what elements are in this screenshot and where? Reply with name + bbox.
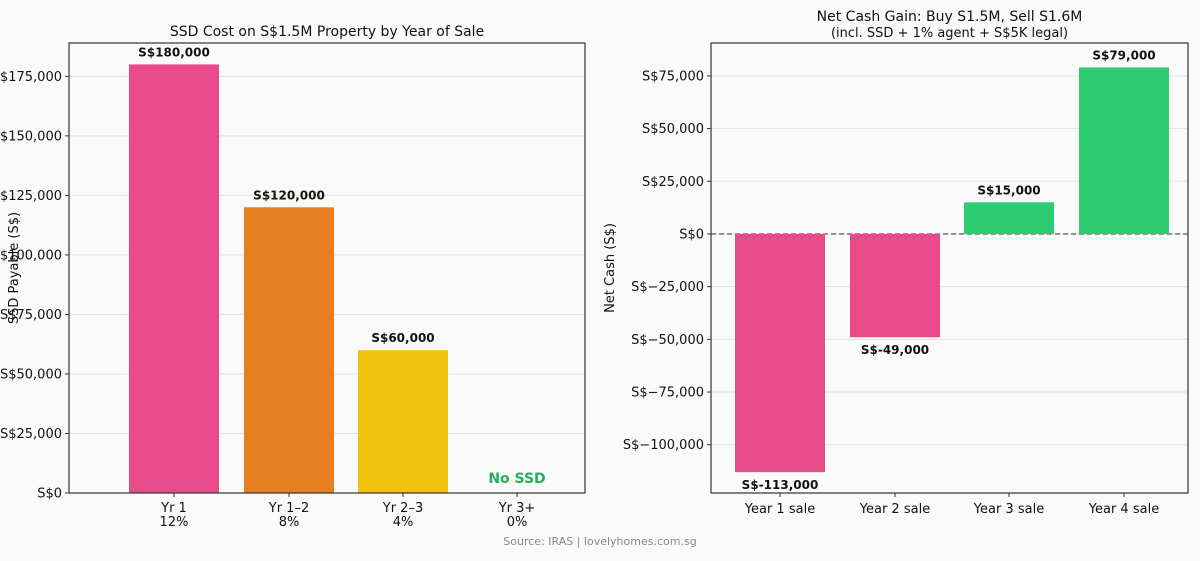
y-tick-label: S$−50,000 — [631, 333, 704, 348]
chart-title: Net Cash Gain: Buy S1.5M, Sell S1.6M — [817, 9, 1083, 25]
bar — [964, 202, 1054, 234]
chart-subtitle: (incl. SSD + 1% agent + S$5K legal) — [831, 26, 1068, 41]
y-tick-label: S$125,000 — [0, 189, 62, 204]
x-tick-label: Yr 3+ — [498, 501, 536, 516]
bar — [129, 64, 219, 493]
x-tick-label: Year 1 sale — [744, 502, 815, 517]
x-tick-label: 0% — [507, 515, 528, 530]
y-tick-label: S$25,000 — [642, 175, 704, 190]
axes-frame — [710, 42, 1189, 494]
y-tick-label: S$−75,000 — [631, 386, 704, 401]
data-label: S$-113,000 — [742, 478, 819, 492]
data-label: S$15,000 — [977, 183, 1040, 197]
x-tick-label: Year 3 sale — [973, 502, 1044, 517]
x-tick-label: Yr 1 — [160, 501, 187, 516]
y-tick-label: S$25,000 — [0, 427, 62, 442]
x-tick-label: 8% — [279, 515, 300, 530]
x-tick-label: Yr 2–3 — [382, 501, 423, 516]
x-tick-label: Year 2 sale — [859, 502, 930, 517]
y-axis-label: Net Cash (S$) — [603, 223, 618, 313]
y-axis-label: SSD Payable (S$) — [7, 212, 22, 324]
data-label: No SSD — [488, 471, 545, 487]
data-label: S$-49,000 — [861, 343, 929, 357]
x-tick-label: 12% — [160, 515, 189, 530]
bar — [358, 350, 448, 493]
source-note: Source: IRAS | lovelyhomes.com.sg — [503, 535, 696, 548]
y-tick-label: S$75,000 — [0, 308, 62, 323]
bar — [735, 233, 825, 473]
y-tick-label: S$150,000 — [0, 129, 62, 144]
axes-frame — [68, 42, 586, 494]
y-tick-label: S$100,000 — [0, 248, 62, 263]
x-tick-label: 4% — [393, 515, 414, 530]
data-label: S$79,000 — [1092, 48, 1155, 62]
bar — [1079, 67, 1169, 234]
y-tick-label: S$0 — [37, 487, 62, 502]
x-tick-label: Yr 1–2 — [268, 501, 309, 516]
chart-title: SSD Cost on S$1.5M Property by Year of S… — [170, 24, 484, 40]
y-tick-label: S$−100,000 — [623, 438, 704, 453]
data-label: S$180,000 — [138, 45, 210, 59]
y-tick-label: S$50,000 — [642, 122, 704, 137]
y-tick-label: S$−25,000 — [631, 280, 704, 295]
y-tick-label: S$0 — [679, 227, 704, 242]
y-tick-label: S$75,000 — [642, 69, 704, 84]
y-tick-label: S$175,000 — [0, 70, 62, 85]
data-label: S$120,000 — [253, 188, 325, 202]
data-label: S$60,000 — [371, 331, 434, 345]
bar — [850, 233, 940, 338]
x-tick-label: Year 4 sale — [1088, 502, 1159, 517]
bar — [244, 207, 334, 494]
y-tick-label: S$50,000 — [0, 367, 62, 382]
